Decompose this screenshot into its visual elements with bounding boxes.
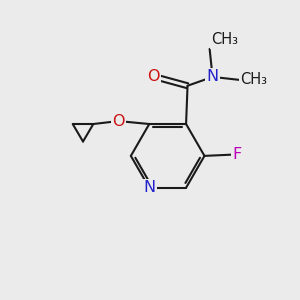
Text: N: N (143, 180, 155, 195)
Text: O: O (112, 114, 124, 129)
Text: F: F (232, 147, 242, 162)
Text: N: N (206, 69, 219, 84)
Text: O: O (147, 69, 160, 84)
Text: CH₃: CH₃ (241, 72, 268, 87)
Text: CH₃: CH₃ (211, 32, 238, 47)
